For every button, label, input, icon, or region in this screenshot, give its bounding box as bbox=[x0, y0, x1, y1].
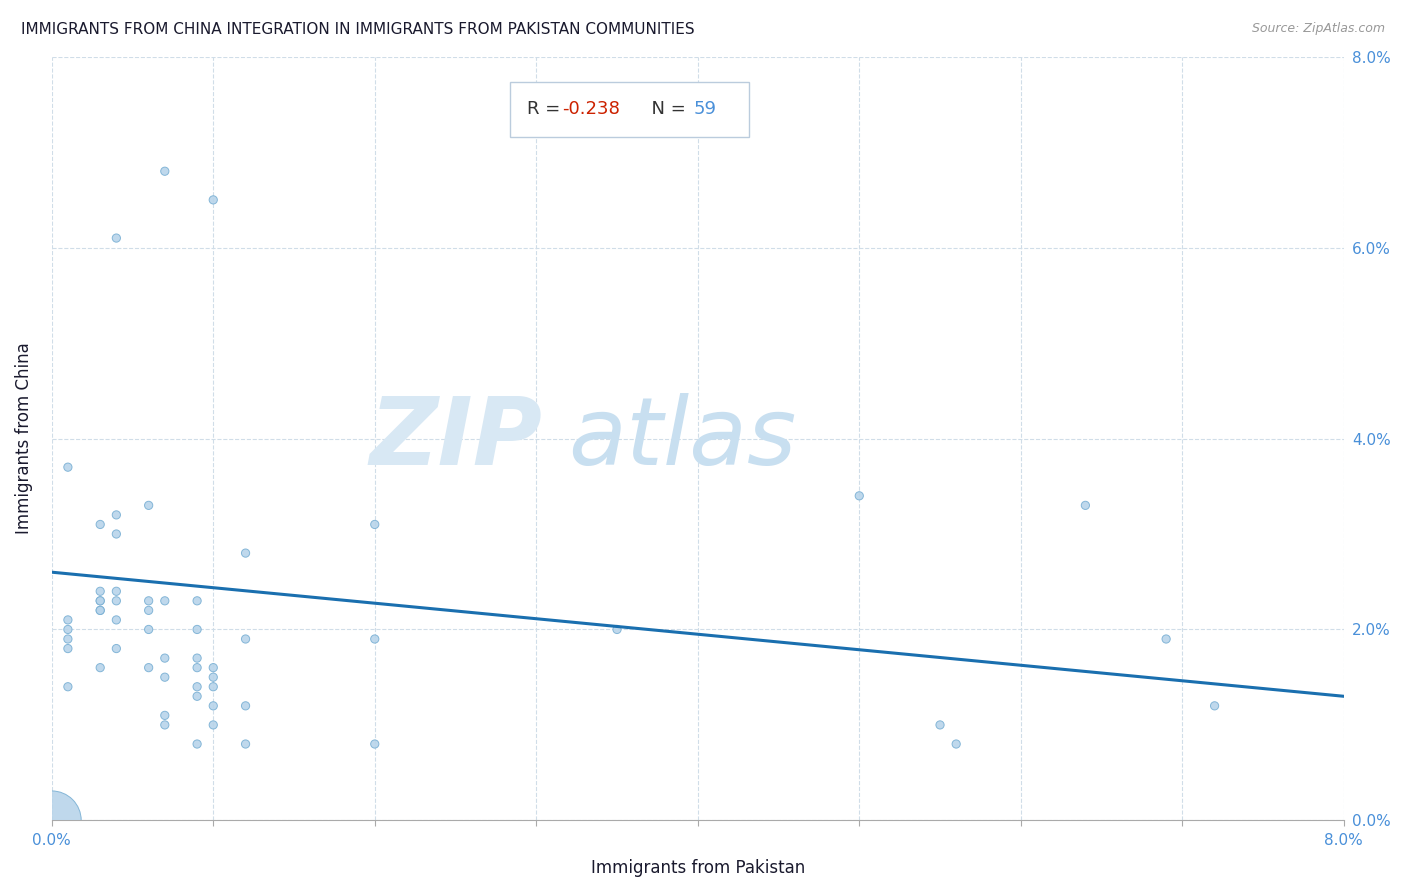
Point bbox=[202, 698, 225, 713]
Point bbox=[89, 594, 111, 608]
X-axis label: Immigrants from Pakistan: Immigrants from Pakistan bbox=[591, 859, 804, 877]
Point bbox=[56, 680, 79, 694]
Point bbox=[105, 584, 128, 599]
Y-axis label: Immigrants from China: Immigrants from China bbox=[15, 343, 32, 534]
FancyBboxPatch shape bbox=[510, 82, 749, 136]
Point bbox=[202, 193, 225, 207]
Point bbox=[89, 603, 111, 617]
Point bbox=[202, 680, 225, 694]
Text: ZIP: ZIP bbox=[370, 392, 543, 484]
Point bbox=[1204, 698, 1226, 713]
Point bbox=[138, 603, 160, 617]
Point bbox=[848, 489, 870, 503]
Point bbox=[138, 499, 160, 513]
Point bbox=[186, 660, 208, 674]
Point bbox=[41, 814, 63, 828]
Point bbox=[153, 164, 176, 178]
Point bbox=[153, 718, 176, 732]
Point bbox=[89, 584, 111, 599]
Point bbox=[202, 670, 225, 684]
Point bbox=[153, 651, 176, 665]
Text: N =: N = bbox=[640, 100, 692, 118]
Point bbox=[364, 517, 387, 532]
Point bbox=[105, 231, 128, 245]
Text: -0.238: -0.238 bbox=[562, 100, 620, 118]
Point bbox=[56, 623, 79, 637]
Point bbox=[89, 603, 111, 617]
Point bbox=[153, 670, 176, 684]
Text: IMMIGRANTS FROM CHINA INTEGRATION IN IMMIGRANTS FROM PAKISTAN COMMUNITIES: IMMIGRANTS FROM CHINA INTEGRATION IN IMM… bbox=[21, 22, 695, 37]
Point bbox=[186, 623, 208, 637]
Point bbox=[186, 651, 208, 665]
Point bbox=[56, 641, 79, 656]
Point bbox=[945, 737, 967, 751]
Point bbox=[56, 460, 79, 475]
Point bbox=[1154, 632, 1177, 646]
Point bbox=[105, 527, 128, 541]
Point bbox=[153, 594, 176, 608]
Point bbox=[105, 594, 128, 608]
Point bbox=[202, 718, 225, 732]
Point bbox=[186, 690, 208, 704]
Point bbox=[153, 708, 176, 723]
Text: 59: 59 bbox=[695, 100, 717, 118]
Point bbox=[89, 594, 111, 608]
Point bbox=[235, 698, 257, 713]
Point bbox=[138, 623, 160, 637]
Point bbox=[89, 660, 111, 674]
Point bbox=[56, 632, 79, 646]
Text: atlas: atlas bbox=[568, 393, 797, 484]
Point bbox=[364, 632, 387, 646]
Text: Source: ZipAtlas.com: Source: ZipAtlas.com bbox=[1251, 22, 1385, 36]
Point bbox=[235, 546, 257, 560]
Point bbox=[138, 660, 160, 674]
Point bbox=[138, 594, 160, 608]
Point bbox=[56, 613, 79, 627]
Point bbox=[235, 737, 257, 751]
Point bbox=[186, 737, 208, 751]
Point bbox=[235, 632, 257, 646]
Point bbox=[186, 594, 208, 608]
Point bbox=[105, 508, 128, 522]
Point bbox=[202, 660, 225, 674]
Text: R =: R = bbox=[527, 100, 567, 118]
Point bbox=[929, 718, 952, 732]
Point bbox=[105, 613, 128, 627]
Point bbox=[364, 737, 387, 751]
Point bbox=[105, 641, 128, 656]
Point bbox=[89, 517, 111, 532]
Point bbox=[606, 623, 628, 637]
Point bbox=[186, 680, 208, 694]
Point bbox=[1074, 499, 1097, 513]
